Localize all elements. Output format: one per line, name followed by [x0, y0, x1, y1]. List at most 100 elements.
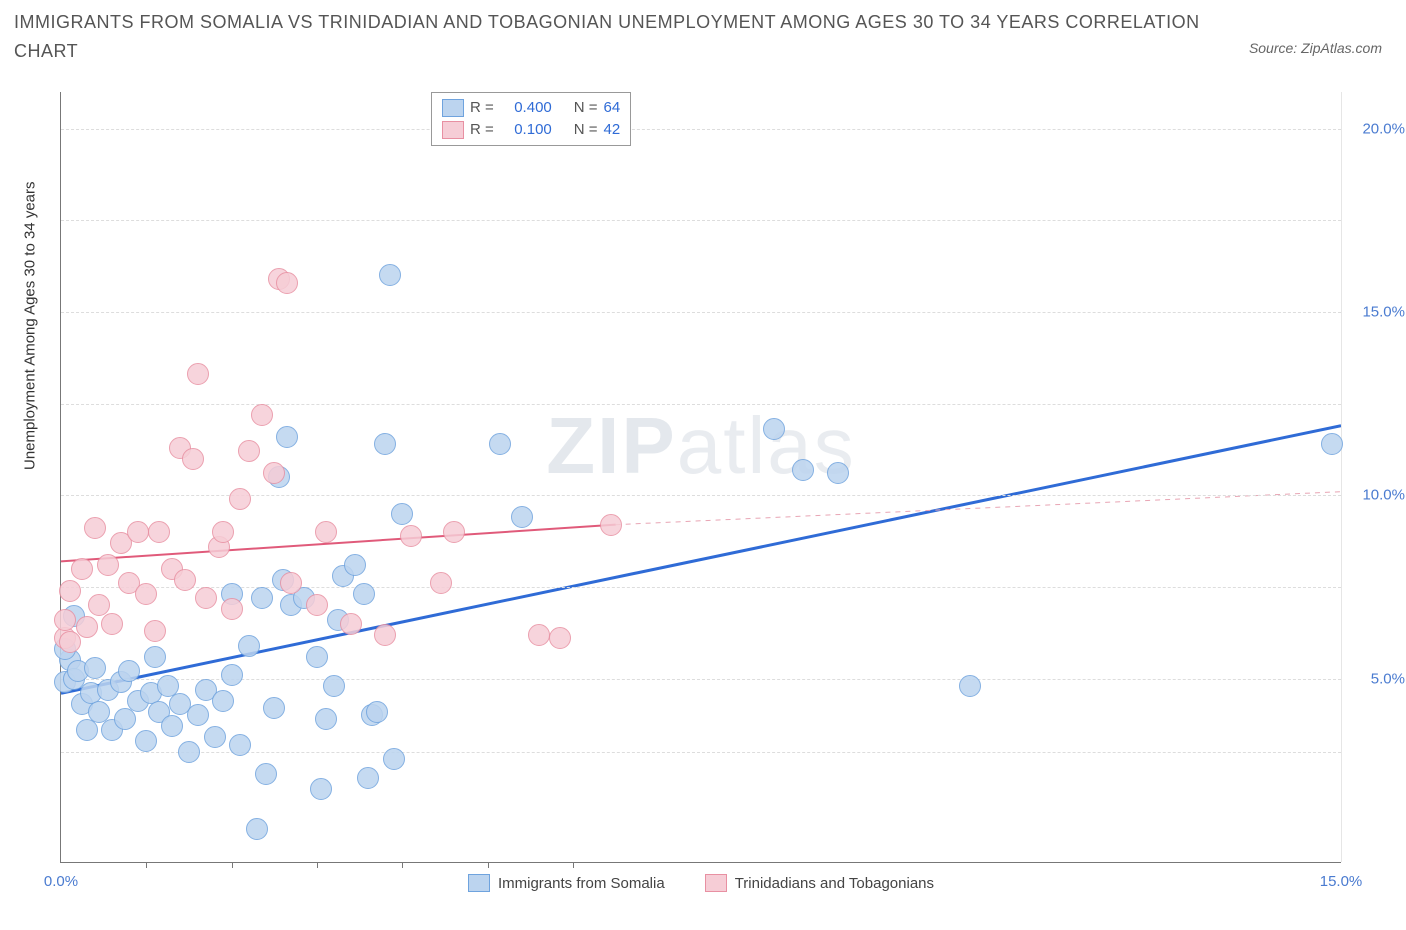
scatter-point: [276, 272, 298, 294]
scatter-point: [374, 624, 396, 646]
grid-line: [61, 679, 1341, 680]
scatter-point: [114, 708, 136, 730]
grid-line: [61, 404, 1341, 405]
scatter-point: [306, 594, 328, 616]
scatter-point: [310, 778, 332, 800]
scatter-point: [511, 506, 533, 528]
trend-lines: [61, 92, 1341, 862]
legend-swatch: [442, 121, 464, 139]
legend-n-value: 64: [604, 97, 621, 119]
chart-source: Source: ZipAtlas.com: [1249, 40, 1382, 56]
legend-swatch: [468, 874, 490, 892]
scatter-point: [430, 572, 452, 594]
legend-r-value: 0.400: [500, 97, 552, 119]
legend-stats: R =0.400N =64R =0.100N =42: [431, 92, 631, 146]
scatter-point: [182, 448, 204, 470]
legend-item: Trinidadians and Tobagonians: [705, 874, 934, 892]
scatter-point: [148, 521, 170, 543]
y-tick-label: 5.0%: [1349, 670, 1405, 687]
scatter-point: [229, 734, 251, 756]
scatter-point: [315, 521, 337, 543]
scatter-point: [246, 818, 268, 840]
scatter-point: [251, 587, 273, 609]
y-tick-label: 15.0%: [1349, 304, 1405, 321]
legend-row: R =0.400N =64: [442, 97, 620, 119]
scatter-point: [84, 657, 106, 679]
scatter-point: [323, 675, 345, 697]
scatter-point: [212, 690, 234, 712]
x-tick: [232, 862, 233, 868]
scatter-point: [221, 598, 243, 620]
x-tick-major: [1341, 92, 1342, 862]
legend-n-label: N =: [574, 119, 598, 141]
scatter-point: [263, 462, 285, 484]
scatter-point: [276, 426, 298, 448]
scatter-point: [229, 488, 251, 510]
grid-line: [61, 312, 1341, 313]
scatter-point: [238, 635, 260, 657]
scatter-point: [195, 587, 217, 609]
x-tick: [573, 862, 574, 868]
scatter-point: [135, 730, 157, 752]
watermark-bold: ZIP: [546, 401, 676, 490]
scatter-point: [357, 767, 379, 789]
legend-item: Immigrants from Somalia: [468, 874, 665, 892]
scatter-point: [443, 521, 465, 543]
legend-series: Immigrants from Somalia Trinidadians and …: [61, 874, 1341, 892]
scatter-point: [255, 763, 277, 785]
scatter-point: [1321, 433, 1343, 455]
scatter-point: [315, 708, 337, 730]
scatter-point: [187, 704, 209, 726]
scatter-point: [212, 521, 234, 543]
y-axis-label: Unemployment Among Ages 30 to 34 years: [22, 181, 39, 470]
scatter-point: [374, 433, 396, 455]
grid-line: [61, 495, 1341, 496]
grid-line: [61, 752, 1341, 753]
plot-area: ZIPatlas 5.0%10.0%15.0%20.0%0.0%15.0%R =…: [60, 92, 1341, 863]
scatter-point: [174, 569, 196, 591]
scatter-point: [263, 697, 285, 719]
x-tick: [488, 862, 489, 868]
legend-n-value: 42: [604, 119, 621, 141]
scatter-point: [344, 554, 366, 576]
scatter-point: [366, 701, 388, 723]
scatter-point: [600, 514, 622, 536]
scatter-point: [827, 462, 849, 484]
scatter-point: [400, 525, 422, 547]
scatter-point: [118, 660, 140, 682]
scatter-point: [101, 613, 123, 635]
scatter-point: [280, 572, 302, 594]
y-tick-label: 20.0%: [1349, 120, 1405, 137]
scatter-point: [76, 719, 98, 741]
x-tick: [146, 862, 147, 868]
scatter-point: [353, 583, 375, 605]
grid-line: [61, 587, 1341, 588]
scatter-point: [528, 624, 550, 646]
chart-title: IMMIGRANTS FROM SOMALIA VS TRINIDADIAN A…: [14, 8, 1206, 66]
legend-n-label: N =: [574, 97, 598, 119]
scatter-point: [792, 459, 814, 481]
legend-swatch: [705, 874, 727, 892]
scatter-point: [379, 264, 401, 286]
legend-series-name: Trinidadians and Tobagonians: [735, 875, 934, 892]
scatter-point: [76, 616, 98, 638]
grid-line: [61, 220, 1341, 221]
grid-line: [61, 129, 1341, 130]
legend-series-name: Immigrants from Somalia: [498, 875, 665, 892]
scatter-point: [84, 517, 106, 539]
scatter-point: [135, 583, 157, 605]
scatter-point: [97, 554, 119, 576]
scatter-point: [549, 627, 571, 649]
scatter-point: [221, 664, 243, 686]
scatter-point: [187, 363, 209, 385]
scatter-point: [489, 433, 511, 455]
legend-swatch: [442, 99, 464, 117]
scatter-point: [127, 521, 149, 543]
scatter-point: [959, 675, 981, 697]
scatter-point: [251, 404, 273, 426]
legend-row: R =0.100N =42: [442, 119, 620, 141]
scatter-point: [383, 748, 405, 770]
scatter-point: [161, 715, 183, 737]
x-tick: [317, 862, 318, 868]
legend-r-value: 0.100: [500, 119, 552, 141]
